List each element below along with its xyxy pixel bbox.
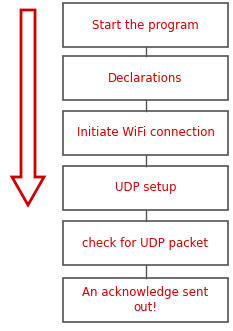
Bar [63, 3, 228, 47]
Bar [63, 166, 228, 210]
Text: UDP setup: UDP setup [115, 181, 176, 195]
Bar [63, 278, 228, 322]
Text: Declarations: Declarations [108, 71, 183, 84]
Polygon shape [12, 10, 44, 205]
Bar [63, 56, 228, 100]
Text: Initiate WiFi connection: Initiate WiFi connection [77, 126, 214, 139]
Bar [63, 221, 228, 265]
Text: An acknowledge sent
out!: An acknowledge sent out! [82, 286, 209, 314]
Bar [63, 111, 228, 155]
Text: Start the program: Start the program [92, 19, 199, 31]
Text: check for UDP packet: check for UDP packet [82, 237, 209, 250]
